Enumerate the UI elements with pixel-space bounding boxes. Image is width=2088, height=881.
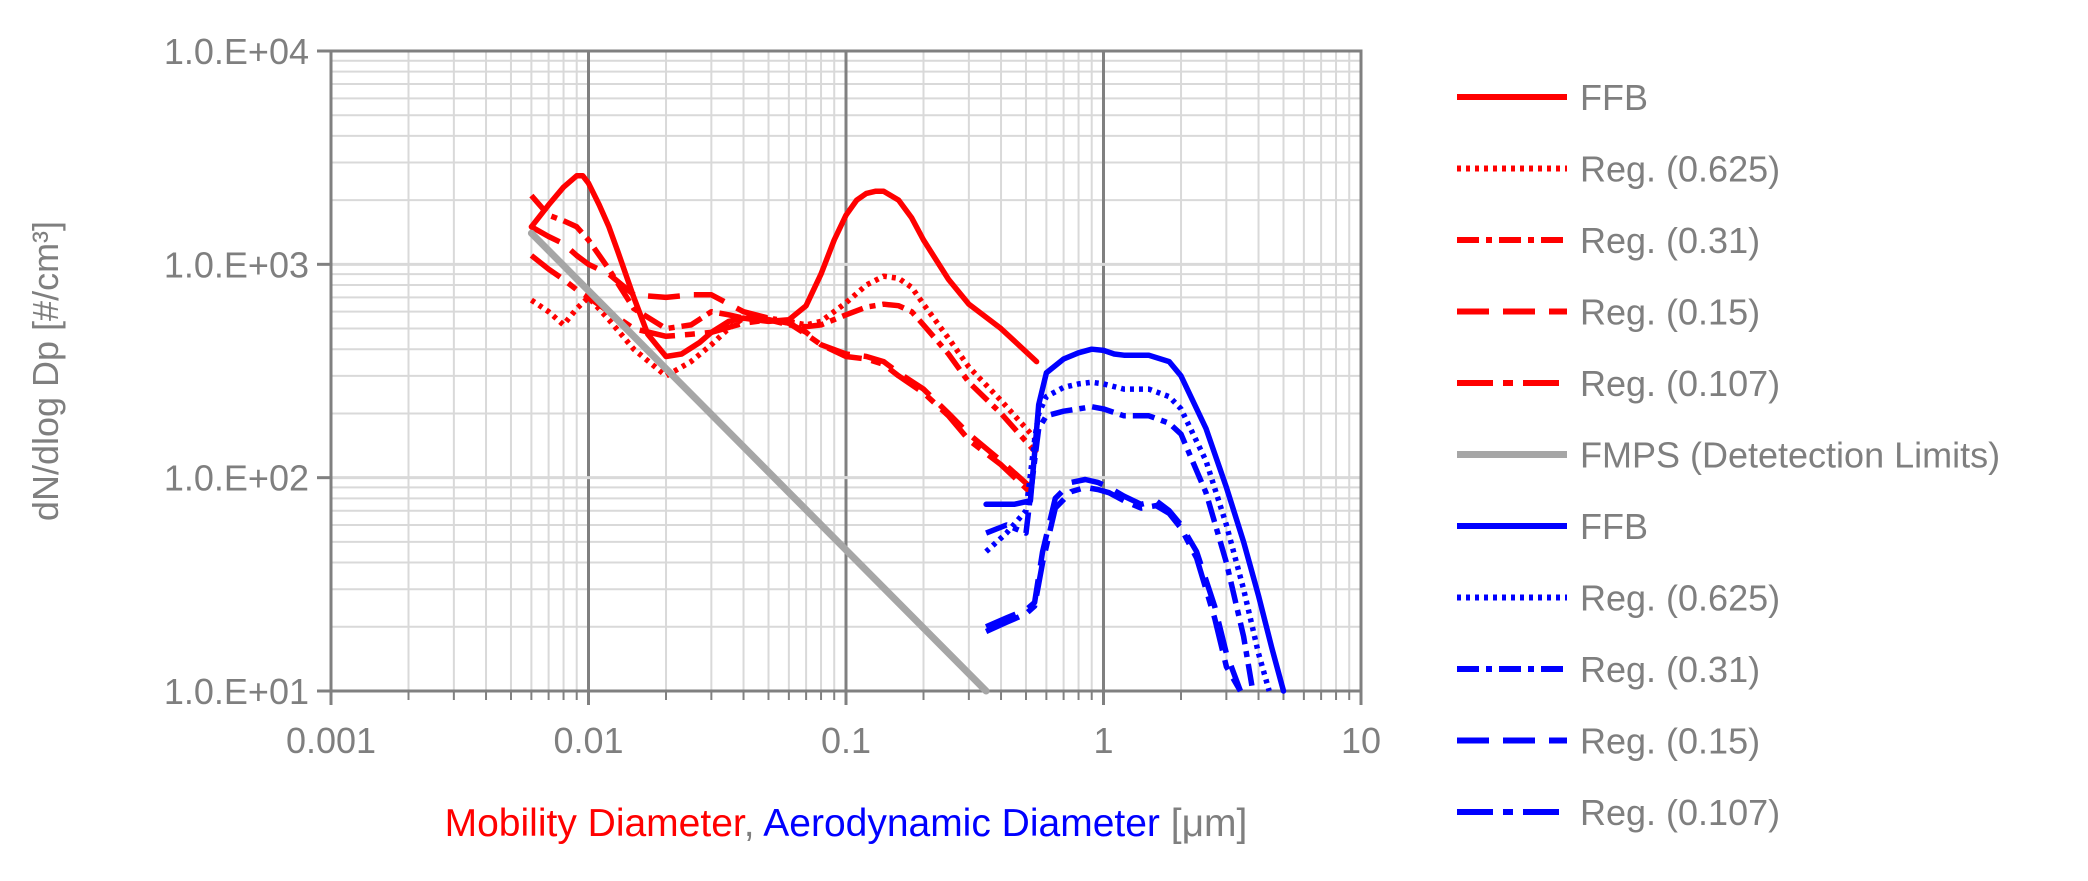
series-line-5 [527, 229, 990, 695]
y-tick-label: 1.0.E+04 [164, 31, 309, 72]
series-layer [527, 173, 1287, 695]
legend-label-7: Reg. (0.625) [1580, 578, 1780, 619]
series-line-4 [529, 253, 1039, 501]
x-axis-label-part-3: [μm] [1160, 802, 1247, 845]
legend-label-2: Reg. (0.31) [1580, 220, 1760, 261]
x-axis-label-part-0: Mobility Diameter [445, 802, 746, 845]
x-tick-label: 0.001 [286, 720, 376, 761]
x-tick-label: 0.01 [553, 720, 623, 761]
legend-label-3: Reg. (0.15) [1580, 292, 1760, 333]
series-line-6 [983, 346, 1287, 694]
legend-label-8: Reg. (0.31) [1580, 649, 1760, 690]
y-tick-labels: 1.0.E+01 1.0.E+02 1.0.E+03 1.0.E+04 [164, 31, 309, 712]
x-tick-label: 0.1 [821, 720, 871, 761]
series-line-3 [530, 224, 1039, 495]
legend-label-0: FFB [1580, 77, 1648, 118]
legend: FFB Reg. (0.625) Reg. (0.31) Reg. (0.15) Reg… [1457, 77, 2000, 833]
legend-label-4: Reg. (0.107) [1580, 363, 1780, 404]
major-gridlines [331, 51, 1361, 691]
minor-tick-marks [317, 49, 1363, 705]
x-tick-label: 10 [1341, 720, 1381, 761]
x-tick-label: 1 [1093, 720, 1113, 761]
legend-label-5: FMPS (Detetection Limits) [1580, 435, 2000, 476]
x-axis-label: Mobility Diameter, Aerodynamic Diameter … [445, 802, 1248, 845]
series-line-0 [528, 173, 1040, 365]
y-axis-label: dN/dlog Dp [#/cm³] [25, 221, 66, 521]
series-line-9 [985, 476, 1243, 692]
y-tick-label: 1.0.E+02 [164, 458, 309, 499]
legend-label-10: Reg. (0.107) [1580, 792, 1780, 833]
series-line-8 [985, 403, 1256, 692]
legend-label-6: FFB [1580, 506, 1648, 547]
legend-label-9: Reg. (0.15) [1580, 721, 1760, 762]
x-axis-label-part-1: , [744, 802, 764, 845]
series-line-1 [529, 273, 1039, 442]
x-axis-label-part-2: Aerodynamic Diameter [763, 802, 1160, 845]
x-tick-labels: 0.001 0.01 0.1 1 10 [286, 720, 1381, 761]
legend-label-1: Reg. (0.625) [1580, 149, 1780, 190]
series-line-10 [984, 484, 1243, 693]
y-tick-label: 1.0.E+01 [164, 671, 309, 712]
y-tick-label: 1.0.E+03 [164, 244, 309, 285]
